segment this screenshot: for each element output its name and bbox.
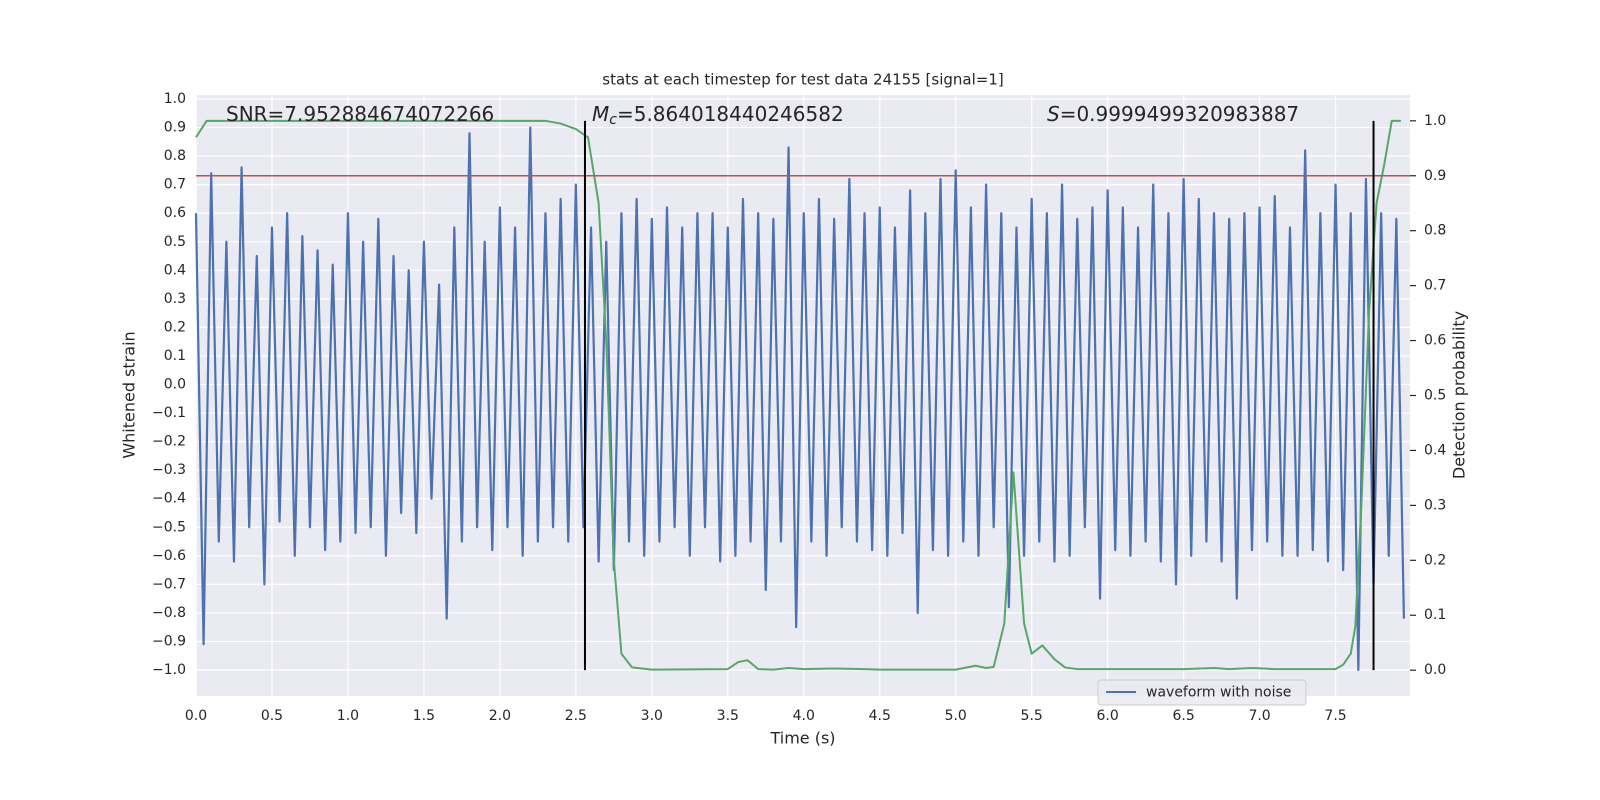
- y-tick-label: −0.9: [152, 633, 186, 649]
- y-tick-label: 0.1: [164, 348, 186, 364]
- x-tick-label: 2.5: [565, 708, 587, 724]
- y2-tick-label: 0.6: [1424, 333, 1446, 349]
- x-tick-label: 7.0: [1248, 708, 1270, 724]
- annotation-text: =5.864018440246582: [617, 102, 844, 126]
- x-tick-label: 0.0: [185, 708, 207, 724]
- y2-tick-label: 0.7: [1424, 278, 1446, 294]
- x-tick-label: 2.0: [489, 708, 511, 724]
- y2-tick-label: 0.8: [1424, 223, 1446, 239]
- grid: [195, 95, 1410, 696]
- y2-tick-label: 0.1: [1424, 607, 1446, 623]
- annotation-symbol: S: [1047, 102, 1060, 126]
- y-tick-label: −0.4: [152, 491, 186, 507]
- y-axis-label: Whitened strain: [120, 331, 139, 458]
- x-tick-label: 6.0: [1097, 708, 1119, 724]
- annotation: S=0.9999499320983887: [1047, 102, 1299, 126]
- y-tick-label: 0.6: [164, 205, 186, 221]
- y-tick-label: −0.5: [152, 519, 186, 535]
- y-tick-label: −0.2: [152, 434, 186, 450]
- y-tick-label: 0.4: [164, 262, 186, 278]
- legend-box: [1097, 679, 1307, 706]
- y2-tick-label: 0.0: [1424, 662, 1446, 678]
- series-line: [194, 126, 1406, 672]
- chart-title: stats at each timestep for test data 241…: [602, 71, 1003, 89]
- x-tick-label: 3.5: [717, 708, 739, 724]
- x-axis-label: Time (s): [769, 729, 835, 748]
- y-tick-label: −0.8: [152, 605, 186, 621]
- y-tick-label: 0.3: [164, 291, 186, 307]
- x-tick-label: 1.5: [413, 708, 435, 724]
- y-tick-label: 1.0: [164, 91, 186, 107]
- y2-tick-label: 0.4: [1424, 442, 1446, 458]
- x-tick-label: 5.5: [1021, 708, 1043, 724]
- series-line: [195, 119, 1401, 671]
- y-tick-label: 0.2: [164, 319, 186, 335]
- y2-tick-label: 0.5: [1424, 388, 1446, 404]
- y-tick-label: −0.1: [152, 405, 186, 421]
- legend-label: waveform with noise: [1146, 685, 1291, 701]
- x-tick-label: 1.0: [337, 708, 359, 724]
- y-tick-label: 0.9: [164, 120, 186, 136]
- y-tick-label: 0.8: [164, 148, 186, 164]
- y2-tick-label: 0.3: [1424, 497, 1446, 513]
- x-tick-label: 7.5: [1324, 708, 1346, 724]
- y-tick-label: 0.7: [164, 177, 186, 193]
- labels: 0.0 0.5 1.0 1.5 2.0 2.5 3.0 3.5 4.0 4.5 5.0 5.5 6.0 6…: [152, 91, 1446, 724]
- x-tick-label: 5.0: [945, 708, 967, 724]
- marks: [194, 119, 1410, 672]
- y-tick-label: −0.6: [152, 548, 186, 564]
- y2-tick-label: 0.2: [1424, 552, 1446, 568]
- y2-tick-label: 1.0: [1424, 113, 1446, 129]
- x-tick-label: 6.5: [1172, 708, 1194, 724]
- x-tick-label: 0.5: [261, 708, 283, 724]
- annotation: Mc=5.864018440246582: [592, 102, 844, 129]
- annotation-text: SNR=7.952884674072266: [226, 102, 494, 126]
- y2-tick-label: 0.9: [1424, 168, 1446, 184]
- y-tick-label: −1.0: [152, 662, 186, 678]
- x-tick-label: 4.0: [793, 708, 815, 724]
- annotation-subscript: c: [609, 112, 617, 128]
- annotation: SNR=7.952884674072266: [226, 102, 494, 126]
- annotation-text: =0.9999499320983887: [1060, 102, 1299, 126]
- y2-axis-label: Detection probability: [1450, 311, 1469, 479]
- y-tick-label: −0.3: [152, 462, 186, 478]
- annotation-symbol: M: [592, 102, 609, 126]
- y-tick-label: 0.5: [164, 234, 186, 250]
- y-tick-label: 0.0: [164, 377, 186, 393]
- x-tick-label: 3.0: [641, 708, 663, 724]
- y-tick-label: −0.7: [152, 576, 186, 592]
- x-tick-label: 4.5: [869, 708, 891, 724]
